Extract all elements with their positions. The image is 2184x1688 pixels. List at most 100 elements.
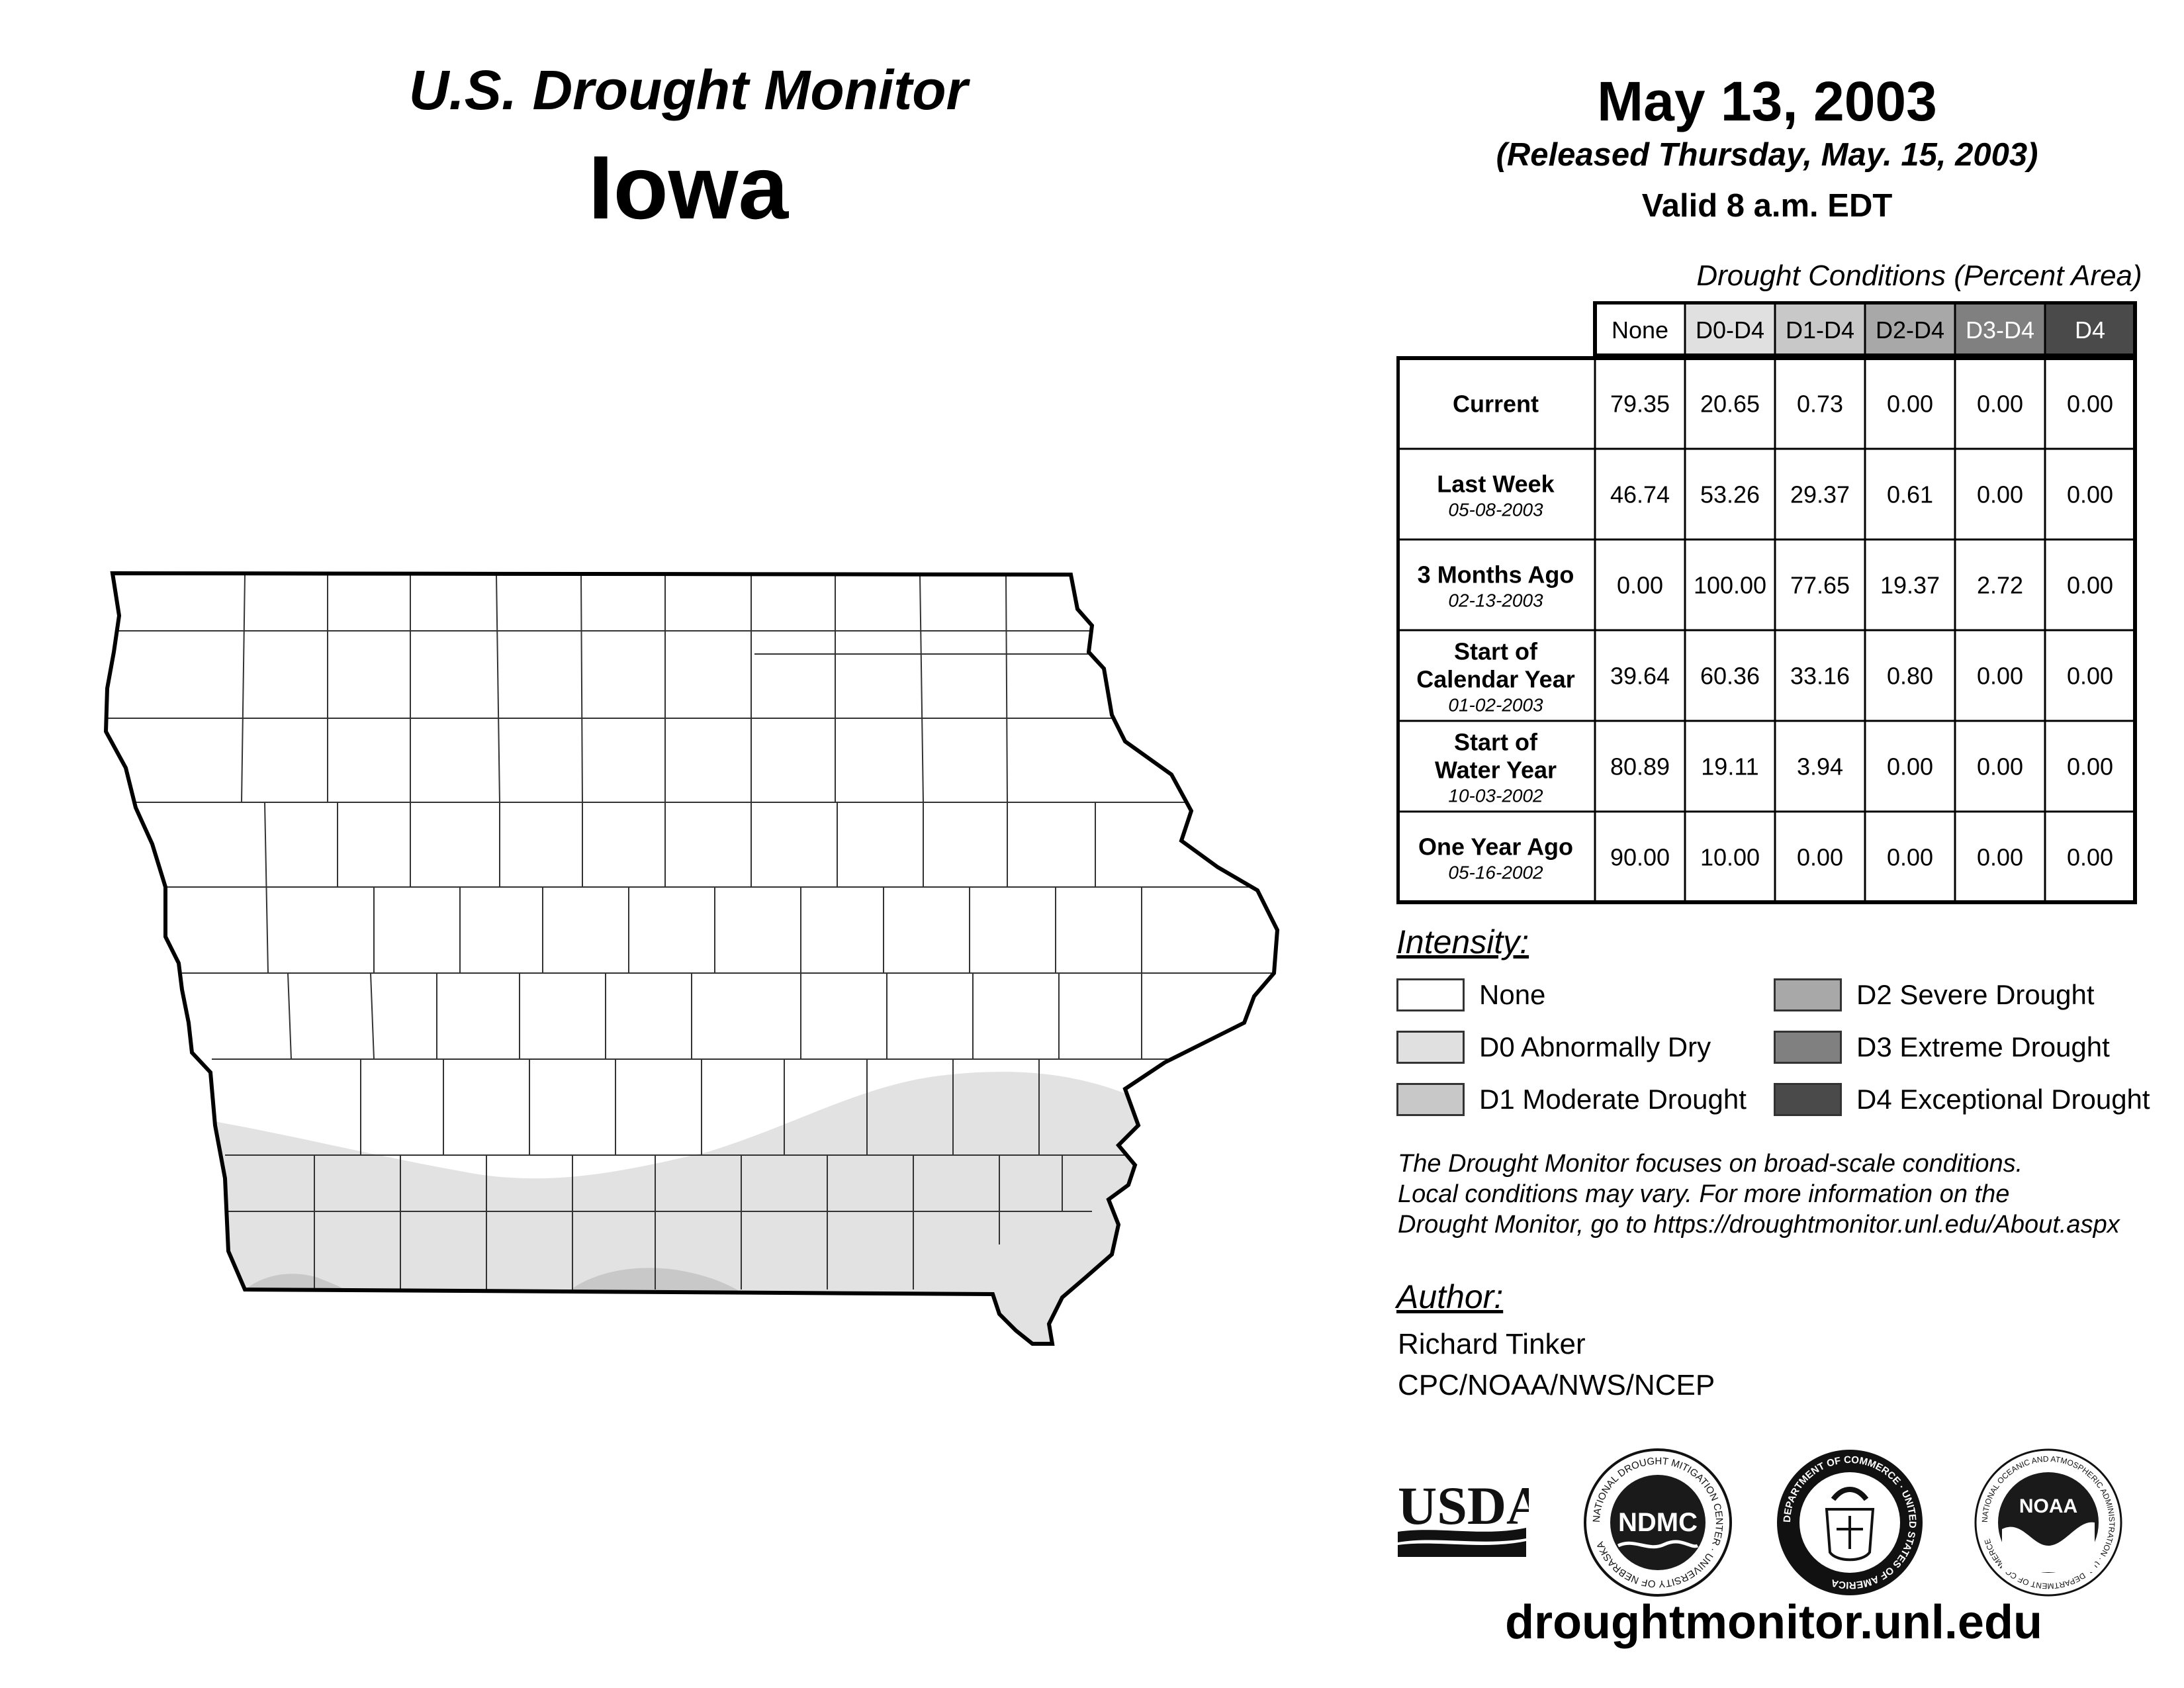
value-text: 0.00 [1887, 844, 1933, 871]
intensity-legend: None D0 Abnormally Dry D1 Moderate Drought… [1396, 978, 2184, 1131]
value-text: 19.11 [1701, 753, 1758, 780]
value-cell [1864, 357, 1956, 450]
value-text: 0.80 [1887, 663, 1933, 690]
value-text: 0.00 [1887, 753, 1933, 780]
valid-time: Valid 8 a.m. EDT [1641, 188, 1893, 224]
row-date: 05-08-2003 [1448, 500, 1543, 520]
column-header-cell [1864, 301, 1956, 357]
value-text: 19.37 [1880, 572, 1940, 599]
value-text: 0.61 [1887, 481, 1933, 508]
legend-swatch [1396, 1083, 1465, 1116]
value-text: 77.65 [1790, 572, 1850, 599]
usda-logo: USDA [1398, 1476, 1529, 1557]
value-cell [1594, 810, 1686, 904]
value-cell [1684, 447, 1776, 541]
noaa-bird-icon [2002, 1522, 2095, 1572]
column-header-cell [1594, 301, 1686, 357]
value-cell [2044, 720, 2136, 813]
monitor-title: U.S. Drought Monitor [408, 59, 968, 121]
note-line: Drought Monitor, go to https://droughtmo… [1398, 1211, 2120, 1239]
row-date: 05-16-2002 [1448, 863, 1543, 883]
map-date: May 13, 2003 [1597, 70, 1937, 132]
value-text: 20.65 [1700, 391, 1760, 418]
row-label: 3 Months Ago [1418, 561, 1574, 588]
value-text: 3.94 [1797, 753, 1843, 780]
column-header-cell [1954, 301, 2046, 357]
value-cell [1954, 447, 2046, 541]
value-text: 0.00 [1977, 844, 2023, 871]
noaa-logo-text: NOAA [2019, 1495, 2077, 1517]
legend-label: D4 Exceptional Drought [1856, 1084, 2150, 1115]
row-date: 01-02-2003 [1448, 695, 1543, 716]
release-date: (Released Thursday, May. 15, 2003) [1496, 137, 2038, 173]
legend-swatch [1396, 1031, 1465, 1064]
value-cell [1774, 447, 1866, 541]
intensity-label: Intensity: [1396, 923, 1529, 961]
value-text: 33.16 [1790, 663, 1850, 690]
legend-item: D0 Abnormally Dry [1396, 1031, 1711, 1064]
noaa-logo: NATIONAL OCEANIC AND ATMOSPHERIC ADMINIS… [1974, 1448, 2122, 1597]
legend-item: D3 Extreme Drought [1774, 1031, 2110, 1064]
value-text: 46.74 [1610, 481, 1670, 508]
row-label-cell [1396, 629, 1596, 722]
value-text: 0.73 [1797, 391, 1843, 418]
value-text: 0.00 [1797, 844, 1843, 871]
value-text: 90.00 [1610, 844, 1670, 871]
row-label: Calendar Year [1416, 666, 1574, 693]
value-text: 53.26 [1700, 481, 1760, 508]
column-header-label: D2-D4 [1876, 316, 1944, 344]
footer-url[interactable]: droughtmonitor.unl.edu [1505, 1596, 2042, 1649]
value-text: 0.00 [2067, 572, 2113, 599]
value-cell [1774, 357, 1866, 450]
legend-swatch [1774, 1083, 1842, 1116]
county-lines [106, 574, 1277, 1289]
legend-item: None [1396, 978, 1545, 1011]
legend-item: D4 Exceptional Drought [1774, 1083, 2150, 1116]
column-header-label: None [1612, 316, 1668, 344]
d0-abnormally-dry-area [106, 1072, 1277, 1344]
value-text: 100.00 [1694, 572, 1766, 599]
value-text: 0.00 [2067, 753, 2113, 780]
table-title: Drought Conditions (Percent Area) [1696, 259, 2142, 292]
value-cell [1864, 810, 1956, 904]
legend-swatch [1774, 1031, 1842, 1064]
value-text: 0.00 [2067, 663, 2113, 690]
legend-label: D3 Extreme Drought [1856, 1031, 2110, 1062]
value-cell [1684, 810, 1776, 904]
value-cell [1594, 447, 1686, 541]
author-org: CPC/NOAA/NWS/NCEP [1398, 1369, 1715, 1401]
legend-item: D2 Severe Drought [1774, 978, 2095, 1011]
column-header-label: D1-D4 [1786, 316, 1854, 344]
commerce-seal-logo: DEPARTMENT OF COMMERCE · UNITED STATES O… [1777, 1450, 1923, 1595]
legend-label: D2 Severe Drought [1856, 979, 2095, 1010]
ndmc-logo: NATIONAL DROUGHT MITIGATION CENTER · UNI… [1584, 1448, 1732, 1597]
row-label: One Year Ago [1418, 833, 1573, 861]
value-text: 29.37 [1790, 481, 1850, 508]
header-outer-border [1593, 301, 2137, 357]
value-text: 79.35 [1610, 391, 1670, 418]
value-text: 0.00 [2067, 481, 2113, 508]
row-label: Last Week [1437, 471, 1555, 498]
legend-swatch [1774, 978, 1842, 1011]
column-header-label: D4 [2075, 316, 2105, 344]
row-label: Current [1453, 391, 1539, 418]
row-label-cell [1396, 538, 1596, 632]
ndmc-logo-text: NDMC [1618, 1508, 1698, 1537]
legend-swatch [1396, 978, 1465, 1011]
disclaimer-note: The Drought Monitor focuses on broad-sca… [1398, 1149, 2159, 1240]
iowa-drought-map [0, 0, 1324, 1456]
legend-label: D1 Moderate Drought [1479, 1084, 1747, 1115]
value-cell [2044, 629, 2136, 722]
row-label: Water Year [1435, 757, 1557, 784]
value-cell [1594, 357, 1686, 450]
value-cell [1594, 720, 1686, 813]
value-text: 0.00 [1977, 753, 2023, 780]
note-line: Local conditions may vary. For more info… [1398, 1180, 2010, 1208]
value-text: 0.00 [1977, 481, 2023, 508]
row-date: 10-03-2002 [1448, 786, 1543, 806]
value-cell [1954, 810, 2046, 904]
value-text: 80.89 [1610, 753, 1670, 780]
author-block: Richard Tinker CPC/NOAA/NWS/NCEP [1398, 1324, 1715, 1406]
value-text: 0.00 [1887, 391, 1933, 418]
value-text: 60.36 [1700, 663, 1760, 690]
